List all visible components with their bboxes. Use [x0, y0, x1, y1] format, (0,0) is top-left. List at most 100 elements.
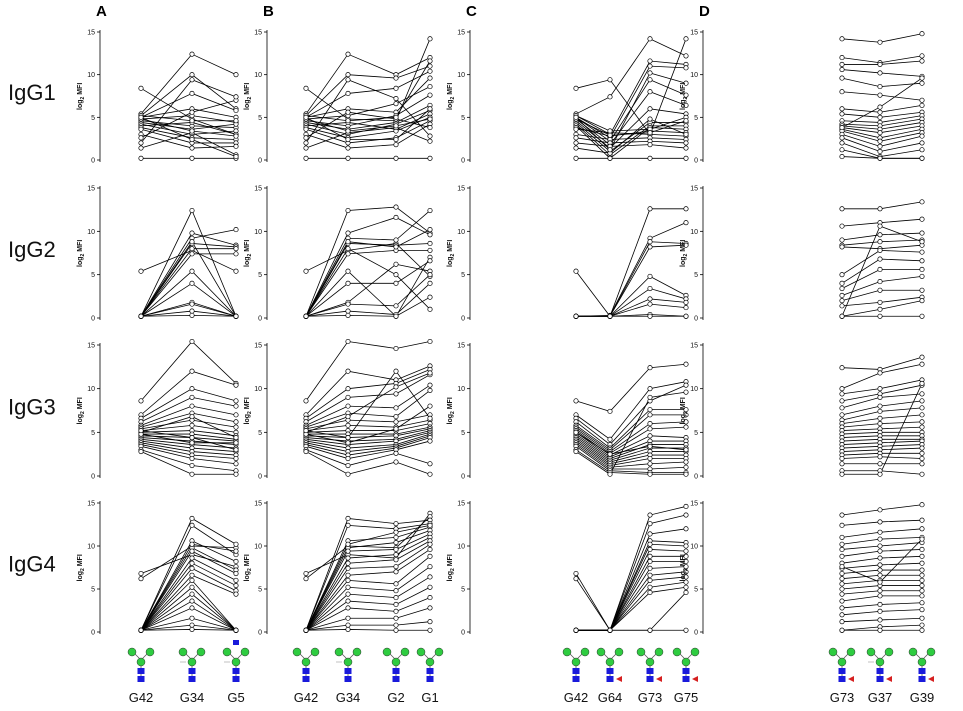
series-line [841, 356, 923, 370]
glycan-icon-g39 [908, 647, 936, 682]
data-point [393, 615, 399, 621]
data-point [189, 622, 195, 628]
data-point [919, 249, 925, 255]
data-point [345, 555, 351, 561]
data-point [427, 306, 433, 312]
data-point [683, 242, 689, 248]
data-point [427, 584, 433, 590]
data-point [393, 426, 399, 432]
y-axis-label: log2 MFI [244, 83, 253, 110]
series-line [575, 222, 687, 317]
data-point [839, 455, 845, 462]
data-point [919, 577, 925, 583]
series-line [575, 431, 687, 455]
data-point [839, 386, 845, 392]
panel-d-igg4: 0 5 10 15 log2 MFI [680, 501, 925, 637]
y-tick-label: 0 [694, 316, 698, 323]
data-point [919, 273, 925, 279]
data-point [647, 58, 653, 64]
data-point [393, 345, 399, 352]
data-point [189, 386, 195, 392]
data-point [427, 133, 433, 139]
data-point [877, 567, 883, 573]
data-point [919, 405, 925, 411]
series-line [305, 263, 431, 317]
y-tick-label: 0 [258, 630, 262, 637]
y-tick-label: 15 [457, 30, 465, 37]
data-point [393, 608, 399, 614]
data-point [877, 543, 883, 549]
series-line [575, 142, 687, 149]
data-point [393, 552, 399, 558]
y-tick-label: 5 [258, 115, 262, 122]
data-point [189, 615, 195, 621]
y-tick-label: 15 [254, 343, 262, 350]
glycan-label: G2 [387, 690, 404, 705]
data-point [393, 557, 399, 563]
data-point [345, 301, 351, 307]
data-point [427, 207, 433, 214]
data-point [573, 268, 579, 274]
data-point [877, 608, 883, 614]
series-line [305, 113, 431, 130]
glycan-label: G5 [227, 690, 244, 705]
data-point [877, 408, 883, 414]
data-point [189, 207, 195, 214]
data-point [427, 155, 433, 161]
data-point [839, 612, 845, 618]
series-line [305, 274, 431, 317]
data-point [647, 521, 653, 527]
data-point [427, 546, 433, 552]
series-line [305, 586, 431, 631]
data-point [233, 558, 239, 565]
series-line [305, 516, 431, 579]
data-point [138, 114, 144, 120]
data-point [647, 433, 653, 439]
data-point [839, 627, 845, 633]
y-tick-label: 10 [457, 72, 465, 79]
y-tick-label: 15 [457, 501, 465, 508]
series-line [575, 118, 687, 136]
y-tick-label: 10 [690, 544, 698, 551]
data-point [919, 102, 925, 108]
y-tick-label: 15 [690, 186, 698, 193]
data-point [345, 312, 351, 318]
data-point [877, 548, 883, 554]
y-axis-label: log2 MFI [447, 83, 456, 110]
data-point [683, 503, 689, 509]
data-point [345, 541, 351, 547]
data-point [647, 584, 653, 590]
data-point [189, 440, 195, 446]
data-point [189, 598, 195, 604]
data-point [427, 92, 433, 98]
data-point [427, 258, 433, 264]
data-point [427, 461, 433, 467]
data-point [345, 572, 351, 578]
series-line [305, 430, 431, 442]
series-line [575, 60, 687, 135]
data-point [839, 280, 845, 286]
y-tick-label: 10 [690, 386, 698, 393]
data-point [919, 31, 925, 37]
series-line [841, 379, 923, 395]
data-point [345, 414, 351, 420]
data-point [607, 155, 613, 161]
data-point [647, 394, 653, 400]
data-point [919, 97, 925, 103]
data-point [607, 313, 613, 319]
series-line [305, 123, 431, 149]
y-tick-label: 15 [690, 30, 698, 37]
data-point [573, 85, 579, 91]
series-line [140, 629, 237, 631]
data-point [303, 448, 309, 455]
data-point [393, 529, 399, 535]
data-point [647, 301, 653, 307]
data-point [839, 576, 845, 582]
y-tick-label: 10 [690, 229, 698, 236]
y-tick-label: 15 [690, 343, 698, 350]
y-tick-label: 10 [254, 544, 262, 551]
data-point [919, 461, 925, 467]
data-point [345, 268, 351, 274]
data-point [647, 244, 653, 250]
data-point [233, 577, 239, 583]
